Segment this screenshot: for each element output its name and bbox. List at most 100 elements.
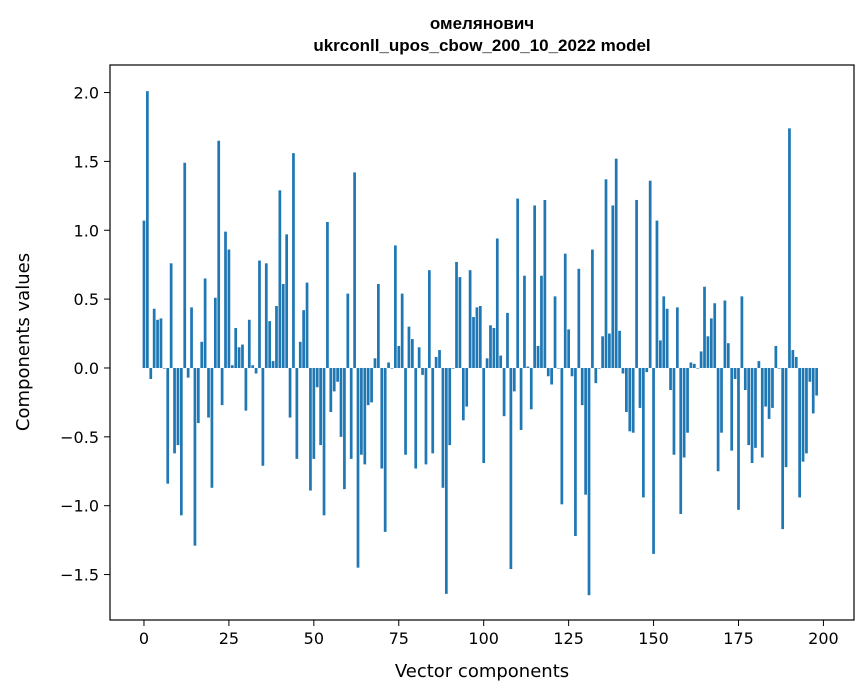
bar-21 [213, 297, 217, 368]
bar-190 [788, 128, 791, 368]
bar-166 [706, 336, 710, 368]
bar-30 [244, 367, 248, 411]
bar-116 [536, 345, 540, 368]
bar-series [142, 91, 818, 596]
bar-111 [519, 367, 523, 430]
bar-121 [553, 296, 557, 368]
bar-63 [356, 367, 360, 568]
x-axis-ticks: 0 25 50 75 100 125 150 175 200 [139, 620, 839, 648]
bar-77 [404, 367, 407, 455]
bar-11 [179, 367, 183, 516]
bar-132 [591, 249, 594, 368]
bar-53 [322, 367, 326, 516]
bar-151 [655, 220, 659, 368]
bar-192 [794, 356, 798, 368]
bar-46 [298, 341, 302, 368]
bar-84 [427, 270, 431, 368]
x-tick-label: 25 [219, 629, 239, 648]
bar-146 [638, 367, 642, 408]
bar-1 [146, 91, 149, 368]
bar-13 [186, 367, 190, 378]
bar-43 [288, 367, 292, 418]
bar-9 [173, 367, 176, 454]
bar-130 [584, 367, 587, 495]
bar-135 [601, 336, 604, 368]
bar-69 [377, 283, 380, 368]
bar-29 [241, 344, 244, 368]
bar-102 [489, 325, 492, 368]
bar-39 [275, 306, 278, 368]
bar-105 [499, 355, 503, 368]
bar-160 [686, 367, 689, 433]
bar-95 [465, 367, 469, 407]
bar-5 [159, 318, 163, 368]
bar-100 [482, 367, 486, 463]
bar-97 [472, 317, 475, 368]
bar-140 [618, 330, 621, 368]
bar-118 [543, 199, 547, 368]
bar-187 [777, 367, 781, 369]
bar-52 [319, 367, 322, 446]
bar-96 [468, 270, 472, 368]
bar-115 [533, 205, 537, 368]
bar-24 [224, 231, 227, 368]
bar-74 [394, 245, 397, 368]
bar-66 [366, 367, 370, 406]
bar-108 [509, 367, 513, 570]
bar-150 [652, 367, 655, 554]
bar-186 [774, 345, 778, 368]
bar-126 [570, 367, 574, 377]
bar-162 [692, 363, 696, 368]
x-tick-label: 125 [553, 629, 584, 648]
x-axis-label: Vector components [395, 661, 569, 682]
bar-176 [740, 296, 744, 368]
bar-57 [336, 367, 339, 382]
y-tick-label: 1.5 [74, 152, 99, 171]
bar-137 [608, 333, 611, 368]
bar-87 [438, 350, 441, 368]
bar-65 [363, 367, 367, 465]
bar-14 [190, 307, 193, 368]
bar-138 [611, 205, 615, 368]
y-tick-label: 2.0 [74, 84, 99, 103]
bar-36 [264, 263, 268, 368]
bar-144 [631, 367, 635, 433]
bar-164 [699, 351, 703, 368]
bar-178 [747, 367, 751, 446]
y-axis-ticks: −1.5 −1.0 −0.5 0.0 0.5 1.0 1.5 2.0 [60, 84, 110, 585]
x-tick-label: 75 [389, 629, 409, 648]
bar-183 [764, 367, 768, 407]
bar-27 [234, 328, 238, 368]
bar-92 [455, 261, 458, 368]
bar-93 [458, 277, 462, 368]
bar-62 [353, 172, 356, 368]
bar-112 [523, 275, 526, 368]
bar-3 [152, 308, 156, 368]
bar-189 [784, 367, 788, 468]
bar-163 [696, 367, 700, 369]
bar-38 [271, 361, 275, 368]
bar-80 [414, 367, 418, 469]
bar-172 [726, 343, 730, 368]
x-tick-label: 200 [808, 629, 839, 648]
bar-8 [169, 263, 173, 368]
bar-165 [703, 286, 706, 368]
bar-145 [635, 199, 638, 368]
x-tick-label: 100 [468, 629, 499, 648]
bar-143 [628, 367, 632, 432]
bar-85 [431, 367, 435, 454]
bar-34 [258, 260, 261, 368]
bar-41 [281, 283, 285, 368]
bar-159 [682, 367, 686, 458]
bar-170 [720, 367, 723, 433]
bar-81 [417, 347, 421, 368]
bar-148 [645, 367, 649, 373]
bar-61 [349, 367, 353, 459]
bar-181 [757, 361, 761, 368]
bar-161 [689, 362, 693, 368]
bar-12 [183, 162, 187, 368]
bar-185 [771, 367, 774, 408]
bar-26 [230, 365, 234, 368]
bar-193 [798, 367, 801, 498]
